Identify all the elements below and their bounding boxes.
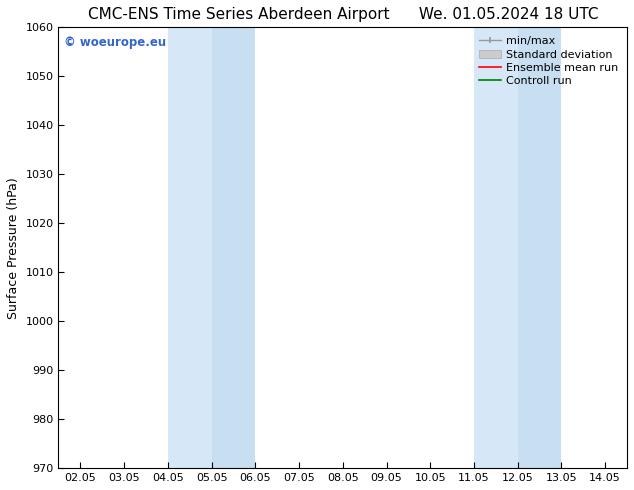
Bar xyxy=(518,27,562,468)
Legend: min/max, Standard deviation, Ensemble mean run, Controll run: min/max, Standard deviation, Ensemble me… xyxy=(476,33,621,90)
Y-axis label: Surface Pressure (hPa): Surface Pressure (hPa) xyxy=(7,177,20,318)
Bar xyxy=(168,27,212,468)
Text: © woeurope.eu: © woeurope.eu xyxy=(64,36,166,49)
Bar xyxy=(212,27,256,468)
Title: CMC-ENS Time Series Aberdeen Airport      We. 01.05.2024 18 UTC: CMC-ENS Time Series Aberdeen Airport We.… xyxy=(87,7,598,22)
Bar xyxy=(474,27,518,468)
